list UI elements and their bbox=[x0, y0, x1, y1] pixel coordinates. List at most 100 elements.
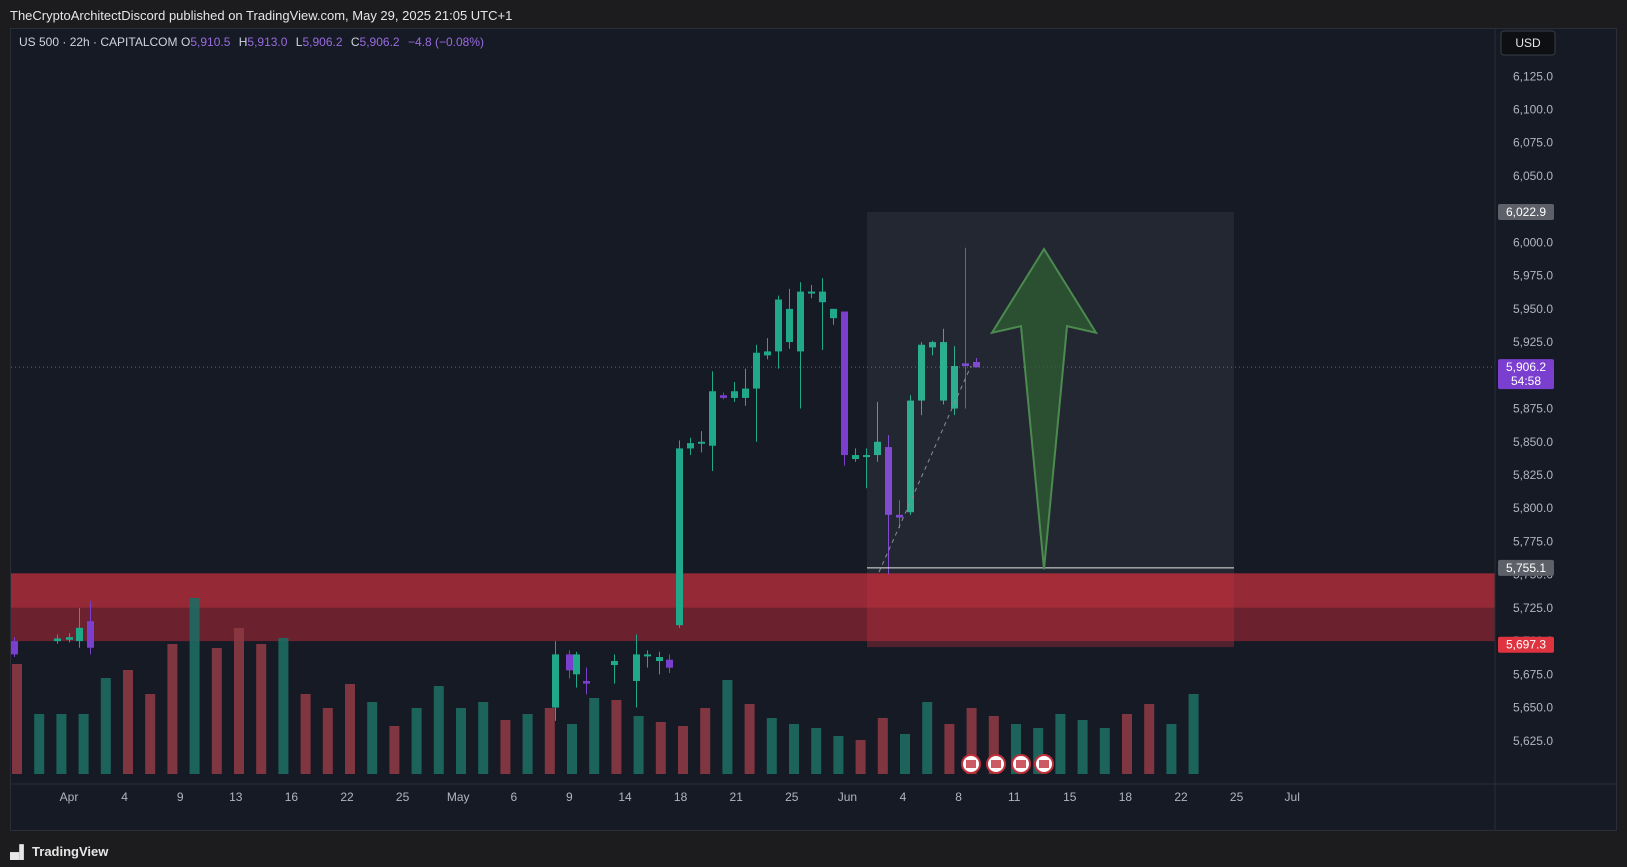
y-tick-label: 6,075.0 bbox=[1513, 136, 1553, 150]
us-flag-event-icon[interactable] bbox=[1011, 754, 1031, 774]
x-tick-label: 25 bbox=[396, 790, 410, 804]
chart-panel[interactable]: 5,625.05,650.05,675.05,700.05,725.05,750… bbox=[10, 28, 1617, 831]
volume-bar bbox=[1033, 728, 1044, 774]
volume-bar bbox=[855, 740, 866, 774]
y-tick-label: 6,050.0 bbox=[1513, 169, 1553, 183]
candle-bull bbox=[764, 351, 771, 356]
x-tick-label: 18 bbox=[674, 790, 688, 804]
currency-label: USD bbox=[1515, 36, 1541, 50]
candle-bull bbox=[644, 654, 651, 657]
volume-bar bbox=[34, 714, 45, 774]
x-tick-label: Apr bbox=[60, 790, 79, 804]
volume-bar bbox=[1011, 724, 1021, 774]
us-flag-event-icon[interactable] bbox=[986, 754, 1006, 774]
x-tick-label: 22 bbox=[1174, 790, 1188, 804]
event-icon-alt[interactable] bbox=[961, 754, 981, 774]
legend-o-value: 5,910.5 bbox=[190, 35, 230, 49]
symbol-legend: US 500 · 22h · CAPITALCOM O5,910.5 H5,91… bbox=[19, 35, 484, 49]
volume-bar bbox=[433, 686, 444, 774]
volume-bar bbox=[766, 718, 777, 774]
price-chart[interactable]: 5,625.05,650.05,675.05,700.05,725.05,750… bbox=[11, 29, 1616, 830]
volume-bar bbox=[744, 704, 755, 774]
volume-bar bbox=[189, 598, 200, 774]
volume-bar bbox=[833, 736, 844, 774]
candle-bull bbox=[731, 391, 738, 398]
y-tick-label: 5,975.0 bbox=[1513, 269, 1553, 283]
y-tick-label: 5,650.0 bbox=[1513, 701, 1553, 715]
volume-bar bbox=[56, 714, 67, 774]
candle-bull bbox=[863, 455, 870, 458]
zone-bottom-price-label: 5,697.3 bbox=[1506, 638, 1546, 652]
y-tick-label: 5,775.0 bbox=[1513, 534, 1553, 548]
candle-bull bbox=[808, 291, 815, 294]
volume-bar bbox=[1122, 714, 1132, 774]
candle-bear bbox=[973, 362, 980, 368]
currency-button[interactable]: USD bbox=[1500, 30, 1556, 56]
y-tick-label: 6,125.0 bbox=[1513, 69, 1553, 83]
y-tick-label: 5,675.0 bbox=[1513, 667, 1553, 681]
x-tick-label: 9 bbox=[177, 790, 184, 804]
box-top-price-label-bg bbox=[1498, 203, 1554, 220]
y-tick-label: 6,100.0 bbox=[1513, 103, 1553, 117]
x-tick-label: 8 bbox=[955, 790, 962, 804]
volume-bar bbox=[389, 726, 400, 774]
legend-h-label: H bbox=[239, 35, 248, 49]
x-tick-label: 14 bbox=[618, 790, 632, 804]
legend-c-value: 5,906.2 bbox=[360, 35, 400, 49]
x-tick-label: 22 bbox=[340, 790, 354, 804]
last-price-label: 5,906.2 bbox=[1506, 360, 1546, 374]
box-top-price-label: 6,022.9 bbox=[1506, 205, 1546, 219]
volume-bars bbox=[12, 598, 1199, 774]
volume-bar bbox=[944, 724, 955, 774]
candle-bull bbox=[874, 441, 881, 456]
y-tick-label: 6,000.0 bbox=[1513, 235, 1553, 249]
candle-bull bbox=[76, 627, 83, 642]
legend-symbol[interactable]: US 500 · 22h · CAPITALCOM bbox=[19, 35, 178, 49]
us-flag-event-icon[interactable] bbox=[1034, 754, 1054, 774]
countdown-label: 54:58 bbox=[1511, 374, 1541, 388]
legend-l-value: 5,906.2 bbox=[302, 35, 342, 49]
volume-bar bbox=[567, 724, 577, 774]
y-tick-label: 5,950.0 bbox=[1513, 302, 1553, 316]
candle-bull bbox=[66, 637, 73, 640]
volume-bar bbox=[655, 722, 666, 774]
candle-bull bbox=[830, 308, 837, 319]
volume-bar bbox=[589, 698, 600, 774]
candles bbox=[11, 247, 980, 721]
candle-bull bbox=[656, 657, 663, 662]
candle-bull bbox=[786, 308, 793, 343]
zone-bottom-price-label-bg bbox=[1498, 636, 1554, 653]
candle-bull bbox=[742, 388, 749, 398]
x-tick-label: 4 bbox=[121, 790, 128, 804]
volume-bar bbox=[411, 708, 422, 774]
y-tick-label: 5,825.0 bbox=[1513, 468, 1553, 482]
candle-bull bbox=[753, 352, 760, 389]
candle-bull bbox=[775, 299, 782, 352]
volume-bar bbox=[988, 716, 999, 774]
candle-bull bbox=[929, 342, 936, 348]
y-tick-label: 5,725.0 bbox=[1513, 601, 1553, 615]
up-arrow-drawing bbox=[989, 247, 1099, 570]
volume-bar bbox=[1077, 720, 1088, 774]
volume-bar bbox=[922, 702, 933, 774]
volume-bar bbox=[900, 734, 910, 774]
brand-text: TradingView bbox=[32, 844, 109, 859]
volume-bar bbox=[278, 638, 289, 774]
volume-bar bbox=[722, 680, 733, 774]
volume-bar bbox=[633, 716, 644, 774]
axes: 5,625.05,650.05,675.05,700.05,725.05,750… bbox=[11, 29, 1616, 830]
projection-zone bbox=[867, 573, 1234, 648]
legend-h-value: 5,913.0 bbox=[247, 35, 287, 49]
candle-bull bbox=[819, 291, 826, 303]
legend-l-label: L bbox=[296, 35, 303, 49]
volume-bar bbox=[1188, 694, 1199, 774]
volume-bar bbox=[367, 702, 378, 774]
volume-bar bbox=[522, 714, 533, 774]
volume-bar bbox=[1166, 724, 1177, 774]
candle-bear bbox=[566, 654, 573, 671]
tradingview-brand[interactable]: ▄▌ TradingView bbox=[10, 844, 108, 859]
volume-bar bbox=[123, 670, 133, 774]
volume-bar bbox=[544, 708, 555, 774]
x-tick-label: 21 bbox=[730, 790, 744, 804]
volume-bar bbox=[234, 628, 244, 774]
